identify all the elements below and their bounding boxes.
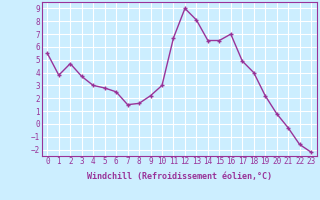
X-axis label: Windchill (Refroidissement éolien,°C): Windchill (Refroidissement éolien,°C) (87, 172, 272, 181)
